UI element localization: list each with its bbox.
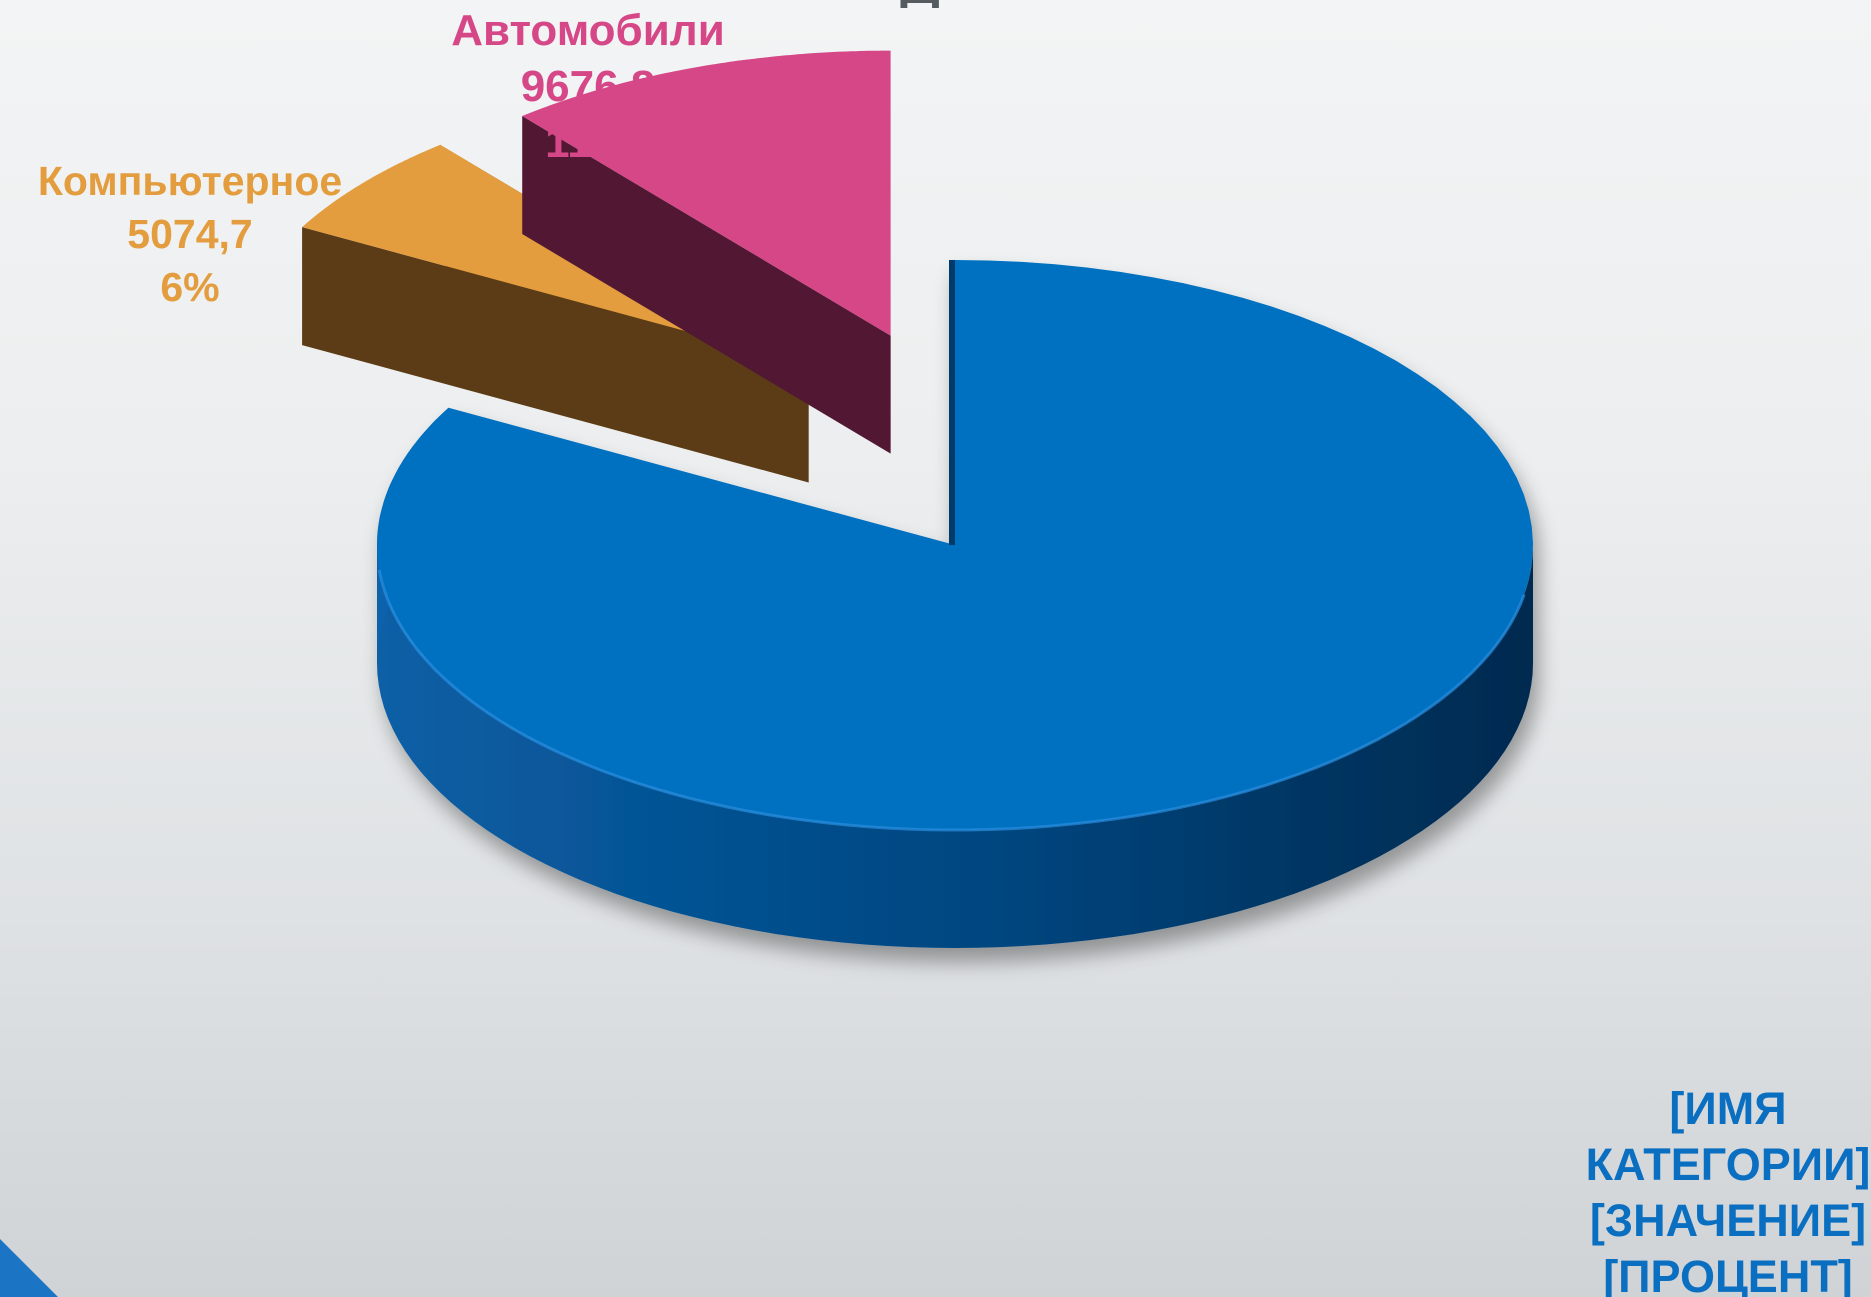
slice-label-2-line-3: 11% xyxy=(545,118,631,167)
pie-slices xyxy=(302,50,1534,948)
slice-label-1-line-3: 6% xyxy=(160,264,219,310)
pie-slice-0-side xyxy=(377,545,1533,948)
slice-label-1: Компьютерное 5074,7 6% xyxy=(38,158,342,310)
slice-label-2: Автомобили 9676,8 11% xyxy=(451,6,725,167)
pie-slice-0-rim xyxy=(377,569,1526,832)
pie-slice-0-top xyxy=(377,260,1534,830)
slice-label-0-line-3: [ЗНАЧЕНИЕ] xyxy=(1590,1195,1866,1246)
slice-label-1-line-1: Компьютерное xyxy=(38,158,342,204)
slice-label-0: [ИМЯ КАТЕГОРИИ] [ЗНАЧЕНИЕ] [ПРОЦЕНТ] xyxy=(1586,1083,1871,1297)
pie-slice-0-cut-edge xyxy=(949,260,955,545)
slice-label-0-line-4: [ПРОЦЕНТ] xyxy=(1603,1251,1853,1297)
chart-title-fragment: Д xyxy=(900,0,986,8)
pie-slice-2 xyxy=(522,50,891,454)
slice-label-2-line-1: Автомобили xyxy=(451,6,725,55)
slice-label-0-line-1: [ИМЯ xyxy=(1669,1083,1786,1134)
pie-slice-0 xyxy=(377,260,1534,948)
pie-slice-1-wall-a xyxy=(302,227,809,483)
slice-label-0-line-2: КАТЕГОРИИ] xyxy=(1586,1139,1871,1190)
corner-accent xyxy=(0,1239,58,1297)
slice-label-1-line-2: 5074,7 xyxy=(127,211,252,257)
pie-slice-2-top xyxy=(522,50,891,336)
pie-slice-2-wall-a xyxy=(522,116,891,454)
slice-label-2-line-2: 9676,8 xyxy=(521,62,656,111)
